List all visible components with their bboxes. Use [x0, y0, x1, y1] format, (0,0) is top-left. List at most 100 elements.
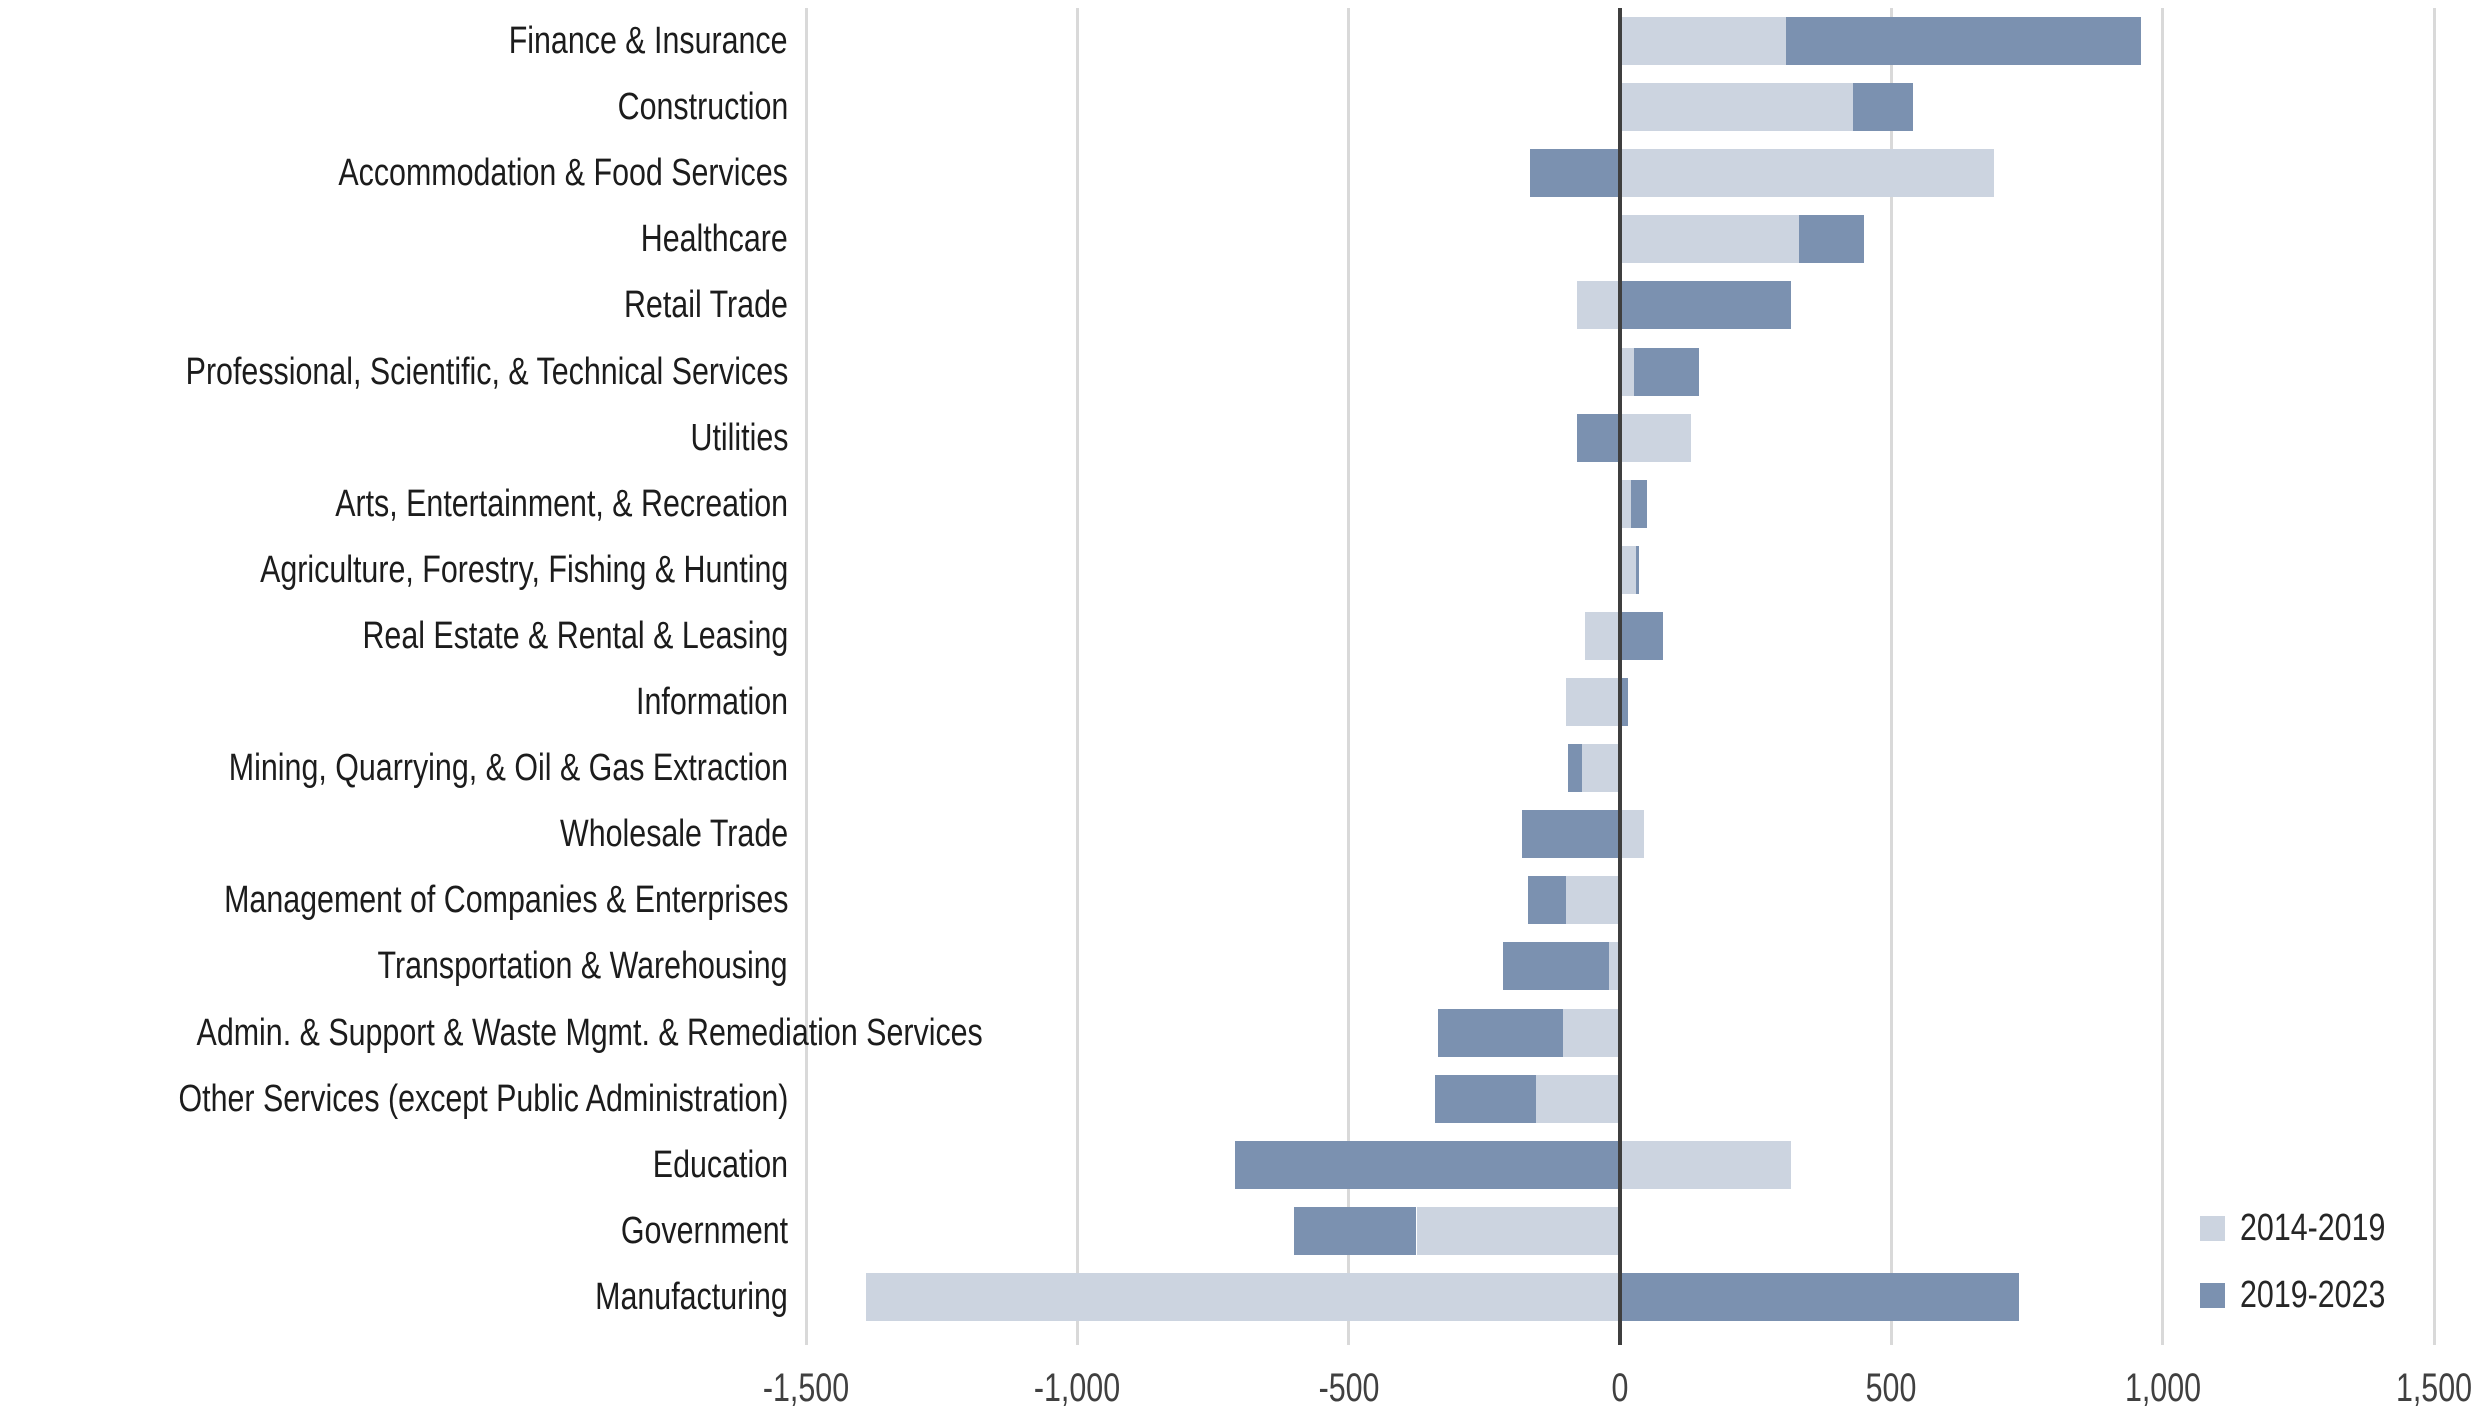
bar-segment-2014-2019 — [1535, 1074, 1620, 1123]
category-label: Finance & Insurance — [509, 20, 788, 62]
bar-segment-2014-2019 — [1576, 281, 1620, 330]
bar-segment-2014-2019 — [1620, 810, 1645, 859]
category-label: Healthcare — [640, 218, 788, 261]
bar-row — [806, 1074, 2434, 1123]
bar-row — [806, 744, 2434, 793]
category-label: Construction — [617, 86, 788, 129]
x-tick-label: 500 — [1865, 1366, 1917, 1410]
gridline — [2161, 8, 2165, 1330]
bar-row — [806, 1008, 2434, 1057]
bar-segment-2014-2019 — [1609, 942, 1620, 991]
bar-segment-2019-2023 — [1620, 1272, 2019, 1321]
bar-row — [806, 149, 2434, 198]
category-label: Accommodation & Food Services — [338, 152, 788, 195]
x-tick-mark — [1889, 1330, 1893, 1345]
bar-segment-2014-2019 — [865, 1272, 1620, 1321]
legend-item: 2019-2023 — [2200, 1273, 2422, 1317]
bar-row — [806, 215, 2434, 264]
x-tick-mark — [2432, 1330, 2436, 1345]
x-tick-mark — [2161, 1330, 2165, 1345]
bar-row — [806, 1272, 2434, 1321]
bar-row — [806, 479, 2434, 528]
category-label: Retail Trade — [624, 284, 788, 327]
x-tick-mark — [1075, 1330, 1079, 1345]
category-label: Education — [652, 1143, 788, 1186]
bar-row — [806, 545, 2434, 594]
bar-segment-2019-2023 — [1234, 1140, 1620, 1189]
bar-segment-2019-2023 — [1576, 413, 1620, 462]
bar-segment-2014-2019 — [1620, 1140, 1791, 1189]
bar-segment-2014-2019 — [1620, 347, 1634, 396]
bar-row — [806, 281, 2434, 330]
bar-row — [806, 17, 2434, 66]
x-tick-mark — [804, 1330, 808, 1345]
bar-segment-2019-2023 — [1522, 810, 1620, 859]
zero-axis-line — [1618, 8, 1622, 1330]
plot-area — [804, 8, 2436, 1330]
bar-row — [806, 413, 2434, 462]
bar-segment-2019-2023 — [1435, 1074, 1536, 1123]
bar-segment-2014-2019 — [1620, 479, 1631, 528]
category-label: Wholesale Trade — [559, 813, 788, 856]
category-label: Real Estate & Rental & Leasing — [362, 614, 788, 657]
legend: 2014-2019 2019-2023 — [2200, 1206, 2422, 1340]
gridline — [804, 8, 808, 1330]
bar-segment-2014-2019 — [1620, 149, 1995, 198]
bar-segment-2019-2023 — [1633, 347, 1699, 396]
bar-segment-2019-2023 — [1799, 215, 1865, 264]
gridline — [1075, 8, 1079, 1330]
category-label: Other Services (except Public Administra… — [178, 1077, 788, 1120]
x-tick-label: 1,500 — [2395, 1366, 2473, 1410]
gridline — [1347, 8, 1351, 1330]
legend-label: 2019-2023 — [2240, 1273, 2386, 1316]
bar-segment-2019-2023 — [1568, 744, 1582, 793]
category-label: Admin. & Support & Waste Mgmt. & Remedia… — [196, 1011, 983, 1054]
bar-segment-2019-2023 — [1294, 1206, 1417, 1255]
bar-row — [806, 942, 2434, 991]
bar-segment-2019-2023 — [1636, 545, 1639, 594]
bar-segment-2014-2019 — [1563, 1008, 1620, 1057]
legend-swatch-icon — [2200, 1215, 2225, 1241]
legend-swatch-icon — [2200, 1282, 2225, 1308]
x-tick-label: -1,500 — [762, 1366, 850, 1410]
category-label: Transportation & Warehousing — [377, 945, 788, 988]
x-tick-label: -500 — [1318, 1366, 1380, 1410]
category-label: Mining, Quarrying, & Oil & Gas Extractio… — [228, 747, 788, 790]
bar-segment-2019-2023 — [1620, 678, 1629, 727]
bar-segment-2014-2019 — [1565, 678, 1620, 727]
bar-row — [806, 876, 2434, 925]
legend-label: 2014-2019 — [2240, 1206, 2386, 1249]
category-label: Government — [620, 1209, 788, 1252]
legend-item: 2014-2019 — [2200, 1206, 2422, 1250]
category-label: Manufacturing — [595, 1275, 788, 1318]
bar-segment-2019-2023 — [1620, 611, 1664, 660]
category-label: Professional, Scientific, & Technical Se… — [185, 350, 788, 393]
gridline — [2432, 8, 2436, 1330]
category-label: Information — [635, 681, 788, 723]
x-tick-mark — [1618, 1330, 1622, 1345]
bar-row — [806, 678, 2434, 727]
gridline — [1889, 8, 1893, 1330]
x-tick-mark — [1347, 1330, 1351, 1345]
category-label: Utilities — [690, 416, 788, 459]
bar-segment-2019-2023 — [1620, 281, 1791, 330]
bar-row — [806, 810, 2434, 859]
category-label: Management of Companies & Enterprises — [223, 879, 788, 922]
bar-row — [806, 611, 2434, 660]
bar-segment-2014-2019 — [1620, 17, 1786, 66]
bar-segment-2014-2019 — [1565, 876, 1620, 925]
x-tick-label: 1,000 — [2124, 1366, 2201, 1410]
bar-segment-2014-2019 — [1620, 545, 1637, 594]
bar-row — [806, 1206, 2434, 1255]
x-tick-label: 0 — [1611, 1366, 1629, 1410]
bar-segment-2019-2023 — [1785, 17, 2141, 66]
bar-row — [806, 83, 2434, 132]
category-label: Agriculture, Forestry, Fishing & Hunting — [259, 548, 788, 591]
bar-segment-2014-2019 — [1584, 611, 1620, 660]
bar-segment-2014-2019 — [1620, 215, 1800, 264]
bar-segment-2014-2019 — [1582, 744, 1620, 793]
bar-row — [806, 347, 2434, 396]
bar-segment-2019-2023 — [1630, 479, 1648, 528]
category-label: Arts, Entertainment, & Recreation — [335, 482, 788, 525]
